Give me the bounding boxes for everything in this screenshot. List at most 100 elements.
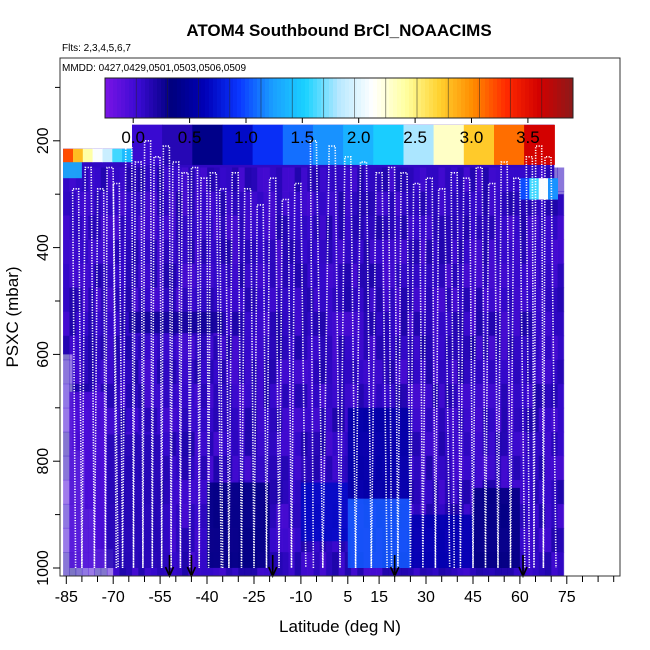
heatmap-cell	[401, 287, 408, 313]
heatmap-cell	[269, 455, 277, 481]
heatmap-cell	[407, 383, 415, 409]
heatmap-cell	[463, 335, 471, 361]
heatmap-cell	[544, 359, 552, 385]
heatmap-cell	[501, 359, 508, 385]
left-top-band-cell	[112, 148, 123, 163]
heatmap-cell	[238, 167, 246, 192]
heatmap-cell	[332, 431, 339, 457]
heatmap-cell	[200, 455, 208, 481]
heatmap-cell	[282, 552, 289, 576]
heatmap-cell	[313, 455, 321, 481]
heatmap-cell	[519, 287, 527, 313]
left-top-band-cell	[73, 148, 84, 163]
heatmap-cell	[69, 215, 77, 240]
heatmap-cell	[532, 263, 540, 289]
heatmap-cell	[457, 479, 465, 505]
heatmap-cell	[557, 263, 565, 289]
heatmap-cell	[182, 359, 189, 385]
heatmap-cell	[394, 191, 402, 216]
heatmap-cell	[275, 407, 283, 433]
heatmap-cell	[257, 431, 264, 457]
heatmap-cell	[175, 431, 183, 457]
heatmap-cell	[463, 383, 471, 409]
heatmap-cell	[63, 455, 70, 481]
y-tick-label: 800	[35, 448, 52, 475]
heatmap-cell	[382, 359, 389, 385]
colorbar-swatch	[501, 78, 506, 118]
heatmap-cell	[319, 455, 327, 481]
colorbar-swatch	[229, 78, 234, 118]
heatmap-cell	[219, 311, 227, 337]
heatmap-cell	[294, 287, 302, 313]
colorbar-tick-label: 1.0	[234, 128, 258, 147]
heatmap-cell	[275, 335, 283, 361]
colorbar-swatch	[525, 78, 530, 118]
heatmap-cell	[501, 215, 508, 240]
heatmap-cell	[538, 335, 546, 361]
heatmap-cell	[325, 407, 333, 433]
heatmap-cell	[519, 479, 527, 505]
heatmap-cell	[419, 239, 427, 265]
heatmap-cell	[394, 311, 402, 337]
heatmap-cell	[444, 215, 452, 240]
heatmap-cell	[407, 239, 415, 265]
heatmap-cell	[382, 215, 389, 240]
y-tick-label: 600	[35, 341, 52, 368]
heatmap-cell	[282, 239, 289, 265]
heatmap-cell	[113, 167, 120, 192]
heatmap-cell	[338, 287, 346, 313]
heatmap-cell	[538, 479, 546, 505]
heatmap-cell	[182, 455, 189, 481]
heatmap-cell	[157, 383, 164, 409]
heatmap-cell	[182, 167, 189, 192]
heatmap-cell	[182, 263, 189, 289]
heatmap-cell	[325, 431, 333, 457]
heatmap-cell	[269, 167, 277, 192]
heatmap-cell	[544, 287, 552, 313]
heatmap-cell	[238, 407, 246, 433]
colorbar-swatch	[181, 78, 186, 118]
heatmap-cell	[526, 455, 533, 481]
heatmap-cell	[325, 455, 333, 481]
heatmap-cell	[150, 263, 158, 289]
heatmap-cell	[382, 263, 389, 289]
heatmap-cell	[225, 239, 233, 265]
heatmap-cell	[444, 359, 452, 385]
heatmap-cell	[338, 215, 346, 240]
heatmap-cell	[144, 215, 152, 240]
heatmap-cell	[288, 335, 296, 361]
colorbar-swatch	[173, 78, 178, 118]
top-band-cell	[433, 124, 465, 165]
heatmap-cell	[557, 383, 565, 409]
heatmap-cell	[119, 167, 127, 192]
heatmap-cell	[163, 239, 170, 265]
heatmap-cell	[463, 239, 471, 265]
heatmap-cell	[250, 359, 258, 385]
heatmap-cell	[538, 311, 546, 337]
heatmap-cell	[438, 479, 446, 505]
heatmap-cell	[457, 431, 465, 457]
right-edge-band-cell	[548, 178, 558, 200]
colorbar-swatch	[505, 78, 510, 118]
heatmap-cell	[163, 215, 170, 240]
heatmap-cell	[313, 215, 321, 240]
heatmap-cell	[169, 431, 177, 457]
colorbar-swatch	[429, 78, 434, 118]
heatmap-cell	[169, 191, 177, 216]
heatmap-cell	[401, 311, 408, 337]
heatmap-cell	[551, 383, 558, 409]
heatmap-cell	[350, 287, 358, 313]
heatmap-cell	[182, 335, 189, 361]
heatmap-cell	[194, 167, 202, 192]
heatmap-cell	[438, 191, 446, 216]
heatmap-cell	[219, 239, 227, 265]
colorbar-swatch	[121, 78, 126, 118]
heatmap-cell	[294, 311, 302, 337]
colorbar-swatch	[553, 78, 558, 118]
heatmap-cell	[188, 455, 196, 481]
heatmap-cell	[488, 335, 496, 361]
heatmap-cell	[494, 263, 502, 289]
heatmap-cell	[100, 335, 108, 361]
colorbar-swatch	[493, 78, 498, 118]
right-edge-band-cell	[538, 178, 549, 200]
